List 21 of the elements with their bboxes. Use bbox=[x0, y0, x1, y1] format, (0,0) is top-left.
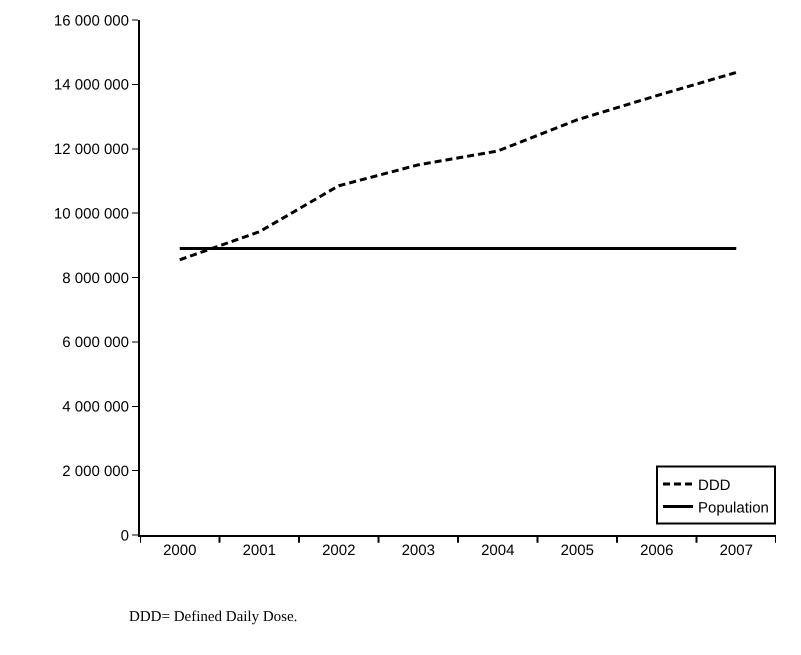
x-tick-label: 2006 bbox=[640, 542, 674, 559]
y-tick-label: 2 000 000 bbox=[62, 462, 129, 480]
x-tick-label: 2004 bbox=[481, 542, 514, 559]
y-tick-label: 4 000 000 bbox=[62, 398, 129, 416]
y-tick-label: 0 bbox=[120, 527, 129, 544]
text: DDD= Defined Daily Dose. bbox=[129, 609, 298, 625]
line-series bbox=[178, 70, 738, 262]
x-tick-label: 2005 bbox=[560, 542, 594, 559]
x-tick-label: 2000 bbox=[163, 542, 196, 559]
y-tick-label: 12 000 000 bbox=[54, 141, 129, 158]
x-tick-label: 2003 bbox=[402, 542, 435, 559]
x-tick-label: 2001 bbox=[242, 542, 276, 559]
y-tick-label: 14 000 000 bbox=[54, 76, 129, 94]
y-tick-label: 10 000 000 bbox=[54, 205, 129, 222]
x-tick-label: 2007 bbox=[720, 542, 753, 559]
y-tick-label: 8 000 000 bbox=[62, 270, 129, 287]
legend-label: Population bbox=[698, 499, 769, 516]
x-tick-label: 2002 bbox=[322, 542, 356, 559]
legend-label: DDD bbox=[698, 476, 731, 494]
y-tick-label: 6 000 000 bbox=[62, 334, 129, 352]
y-tick-label: 16 000 000 bbox=[54, 12, 129, 30]
